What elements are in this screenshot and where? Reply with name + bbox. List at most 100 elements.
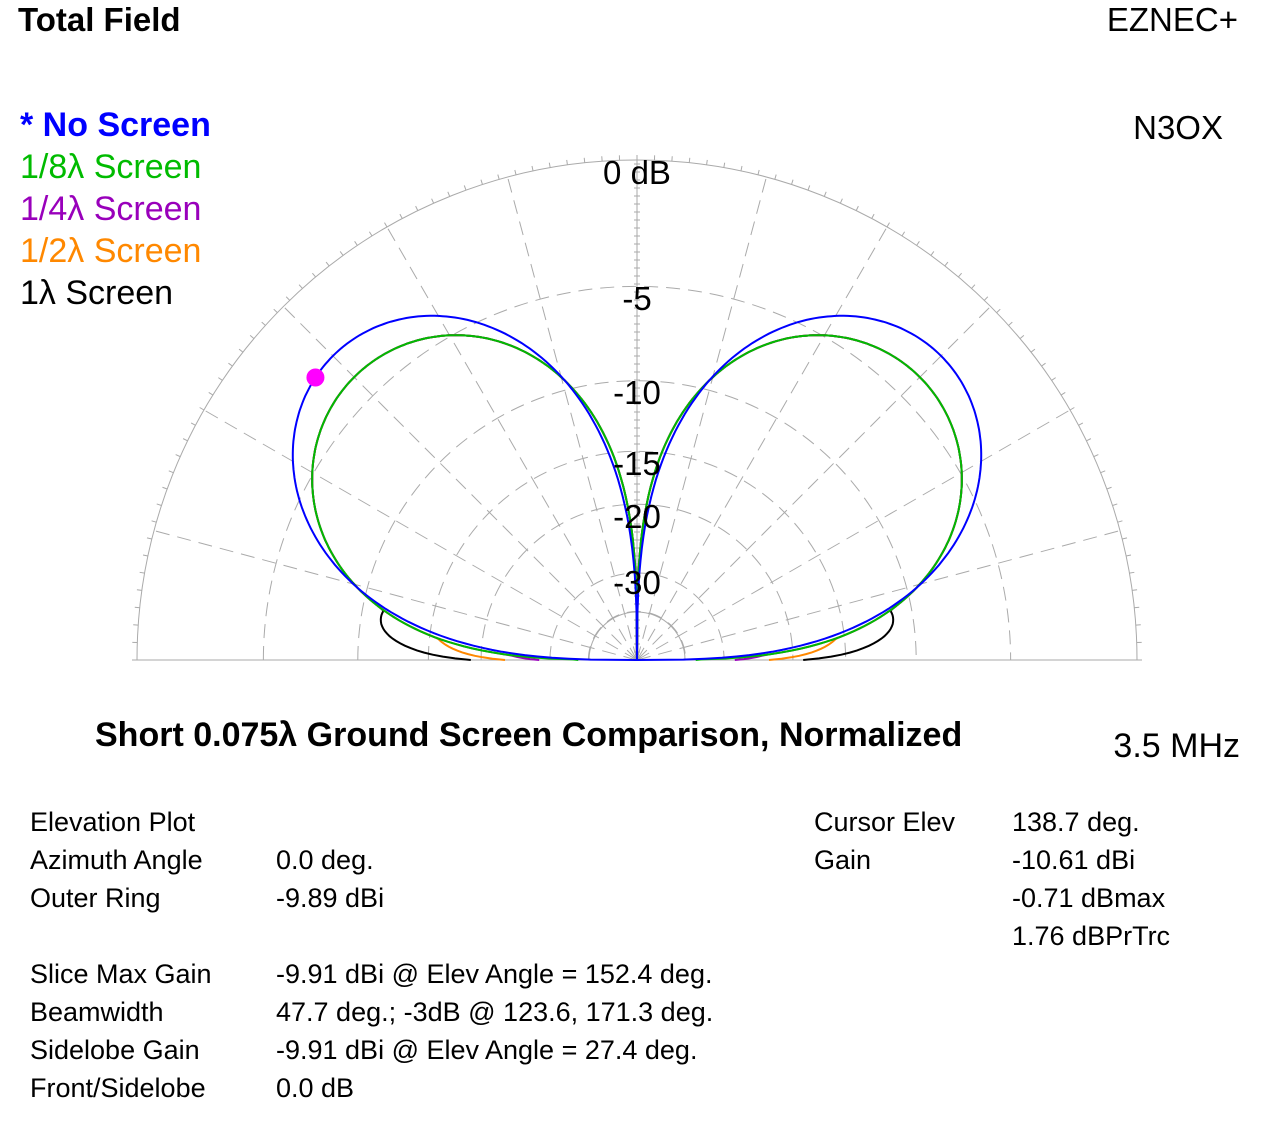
grid-tick xyxy=(807,185,811,191)
grid-tick xyxy=(688,157,691,163)
grid-tick xyxy=(791,179,794,185)
grid-tick xyxy=(168,470,174,474)
info-labels-left: Elevation Plot Azimuth Angle Outer Ring … xyxy=(30,803,212,1107)
grid-tick xyxy=(757,169,760,175)
grid-radial xyxy=(636,530,1121,661)
grid-tick xyxy=(142,554,149,557)
grid-tick xyxy=(261,321,266,326)
grid-tick xyxy=(706,159,708,165)
grid-tick xyxy=(1060,391,1066,396)
frequency-label: 3.5 MHz xyxy=(1113,727,1240,765)
grid-tick xyxy=(944,261,949,267)
grid-radial xyxy=(636,176,767,661)
legend-item-quarter-wave[interactable]: 1/4λ Screen xyxy=(20,190,202,228)
grid-tick xyxy=(958,272,962,278)
legend-item-no-screen[interactable]: * No Screen xyxy=(20,106,211,144)
ring-label: -10 xyxy=(613,374,661,411)
info-label: Azimuth Angle xyxy=(30,845,203,875)
grid-tick xyxy=(273,308,278,314)
info-value: 47.7 deg.; -3dB @ 123.6, 171.3 deg. xyxy=(276,997,714,1027)
grid-tick xyxy=(1086,438,1092,442)
grid-tick xyxy=(1093,454,1099,458)
grid-tick xyxy=(1112,503,1118,506)
grid-tick xyxy=(182,438,188,442)
grid-tick xyxy=(447,191,451,197)
grid-tick xyxy=(1078,422,1084,426)
grid-tick xyxy=(134,606,140,609)
grid-tick xyxy=(285,296,291,301)
grid-tick xyxy=(136,589,142,591)
info-label: Elevation Plot xyxy=(30,807,196,837)
grid-tick xyxy=(249,335,255,339)
grid-tick xyxy=(175,454,181,458)
info-value xyxy=(276,917,713,955)
grid-tick xyxy=(839,198,843,204)
grid-tick xyxy=(566,159,568,165)
grid-tick xyxy=(996,308,1001,314)
grid-tick xyxy=(514,169,517,175)
grid-tick xyxy=(1051,377,1056,381)
grid-radial xyxy=(636,306,991,661)
grid-tick xyxy=(1069,407,1075,411)
legend: * No Screen 1/8λ Screen 1/4λ Screen 1/2λ… xyxy=(20,104,211,314)
info-value: 0.0 deg. xyxy=(276,845,374,875)
grid-tick xyxy=(190,422,196,426)
grid-tick xyxy=(480,179,483,185)
ring-label: -30 xyxy=(613,564,661,601)
info-label: Cursor Elev xyxy=(814,807,956,837)
grid-tick xyxy=(1030,348,1036,353)
pattern-curves xyxy=(291,314,983,661)
grid-tick xyxy=(916,241,920,246)
info-label: Sidelobe Gain xyxy=(30,1035,200,1065)
ring-label: 0 dB xyxy=(603,154,671,191)
grid-tick xyxy=(971,284,976,289)
grid-tick xyxy=(1125,554,1132,557)
grid-tick xyxy=(399,213,403,219)
grid-radial xyxy=(636,226,888,661)
grid-tick xyxy=(774,174,777,180)
grid-tick xyxy=(208,391,214,396)
grid-tick xyxy=(1117,520,1123,523)
grid-tick xyxy=(1041,362,1046,367)
grid-tick xyxy=(548,162,551,168)
grid-tick xyxy=(228,362,233,367)
chart-subtitle: Short 0.075λ Ground Screen Comparison, N… xyxy=(95,716,963,754)
grid-tick xyxy=(983,296,989,301)
grid-tick xyxy=(415,205,419,211)
info-label xyxy=(814,917,955,955)
grid-tick xyxy=(871,213,875,219)
grid-tick xyxy=(199,407,205,411)
pattern-no-screen xyxy=(291,314,983,661)
ring-label: -5 xyxy=(622,280,651,317)
cursor-dot xyxy=(306,368,325,387)
legend-item-eighth-wave[interactable]: 1/8λ Screen xyxy=(20,148,202,186)
grid-tick xyxy=(354,241,358,246)
grid-tick xyxy=(151,520,157,523)
grid-tick xyxy=(1019,335,1025,339)
legend-item-half-wave[interactable]: 1/2λ Screen xyxy=(20,232,202,270)
grid-tick xyxy=(339,251,344,256)
info-value: -10.61 dBi xyxy=(1012,845,1136,875)
grid-radial xyxy=(386,226,638,661)
info-values-right: 138.7 deg. -10.61 dBi -0.71 dBmax 1.76 d… xyxy=(1012,803,1170,955)
grid-tick xyxy=(886,222,890,228)
ring-labels: 0 dB -5 -10 -15 -20 -30 xyxy=(603,154,671,601)
grid-radial xyxy=(507,176,638,661)
legend-item-full-wave[interactable]: 1λ Screen xyxy=(20,274,174,312)
grid-tick xyxy=(156,503,162,506)
info-label: Front/Sidelobe xyxy=(30,1073,206,1103)
cursor-marker xyxy=(306,368,325,387)
grid-ring xyxy=(357,380,917,661)
grid-tick xyxy=(218,377,223,381)
grid-tick xyxy=(139,571,145,574)
polar-grid xyxy=(132,155,1142,660)
info-value: 1.76 dBPrTrc xyxy=(1012,921,1171,951)
grid-tick xyxy=(1106,486,1112,490)
brand-label: EZNEC+ xyxy=(1106,1,1238,38)
grid-tick xyxy=(1100,470,1106,474)
grid-tick xyxy=(823,191,827,197)
grid-radial xyxy=(636,409,1071,661)
grid-tick xyxy=(723,162,726,168)
grid-tick xyxy=(901,231,906,237)
